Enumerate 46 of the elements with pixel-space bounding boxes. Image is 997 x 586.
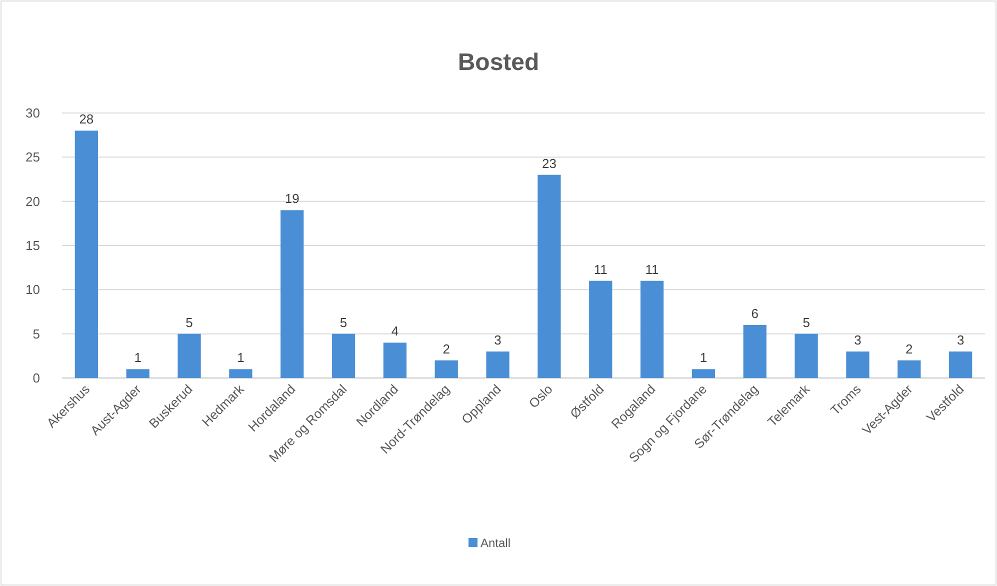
bar — [949, 352, 972, 378]
bar — [640, 280, 664, 378]
bar — [229, 369, 252, 378]
data-label: 5 — [186, 314, 193, 330]
legend-label: Antall — [480, 536, 511, 550]
data-label: 3 — [956, 332, 964, 348]
data-label: 3 — [854, 332, 862, 348]
data-label: 1 — [700, 350, 708, 366]
x-tick-label: Oslo — [526, 382, 556, 412]
bar — [280, 210, 304, 378]
data-label: 28 — [79, 112, 94, 127]
data-label: 2 — [906, 341, 913, 356]
data-label: 23 — [542, 156, 556, 171]
data-label: 11 — [645, 262, 659, 277]
y-tick-label: 25 — [26, 150, 40, 165]
bar — [486, 352, 510, 378]
y-tick-label: 30 — [26, 106, 40, 121]
bar — [846, 352, 870, 378]
data-label: 11 — [594, 262, 608, 277]
bar — [126, 369, 150, 378]
bar — [74, 130, 98, 378]
bar — [178, 334, 201, 378]
bar — [383, 342, 407, 378]
data-label: 1 — [237, 350, 244, 366]
data-label: 4 — [391, 324, 399, 339]
y-tick-label: 10 — [26, 282, 40, 298]
data-label: 19 — [284, 191, 300, 206]
bar — [434, 360, 458, 378]
bar — [743, 325, 766, 378]
bar — [538, 174, 561, 378]
bar — [898, 360, 921, 378]
bar — [589, 280, 612, 378]
y-tick-label: 0 — [32, 370, 40, 386]
data-label: 6 — [751, 306, 759, 321]
data-label: 3 — [494, 332, 502, 348]
bar — [692, 369, 716, 378]
data-label: 5 — [340, 314, 348, 330]
y-tick-label: 15 — [26, 238, 40, 254]
data-label: 1 — [134, 350, 142, 366]
data-label: 2 — [442, 341, 450, 356]
y-tick-label: 20 — [26, 194, 40, 209]
y-tick-label: 5 — [32, 326, 40, 342]
bar — [794, 334, 818, 378]
chart-title: Bosted — [458, 49, 540, 76]
bar — [332, 334, 356, 378]
data-label: 5 — [802, 314, 810, 330]
